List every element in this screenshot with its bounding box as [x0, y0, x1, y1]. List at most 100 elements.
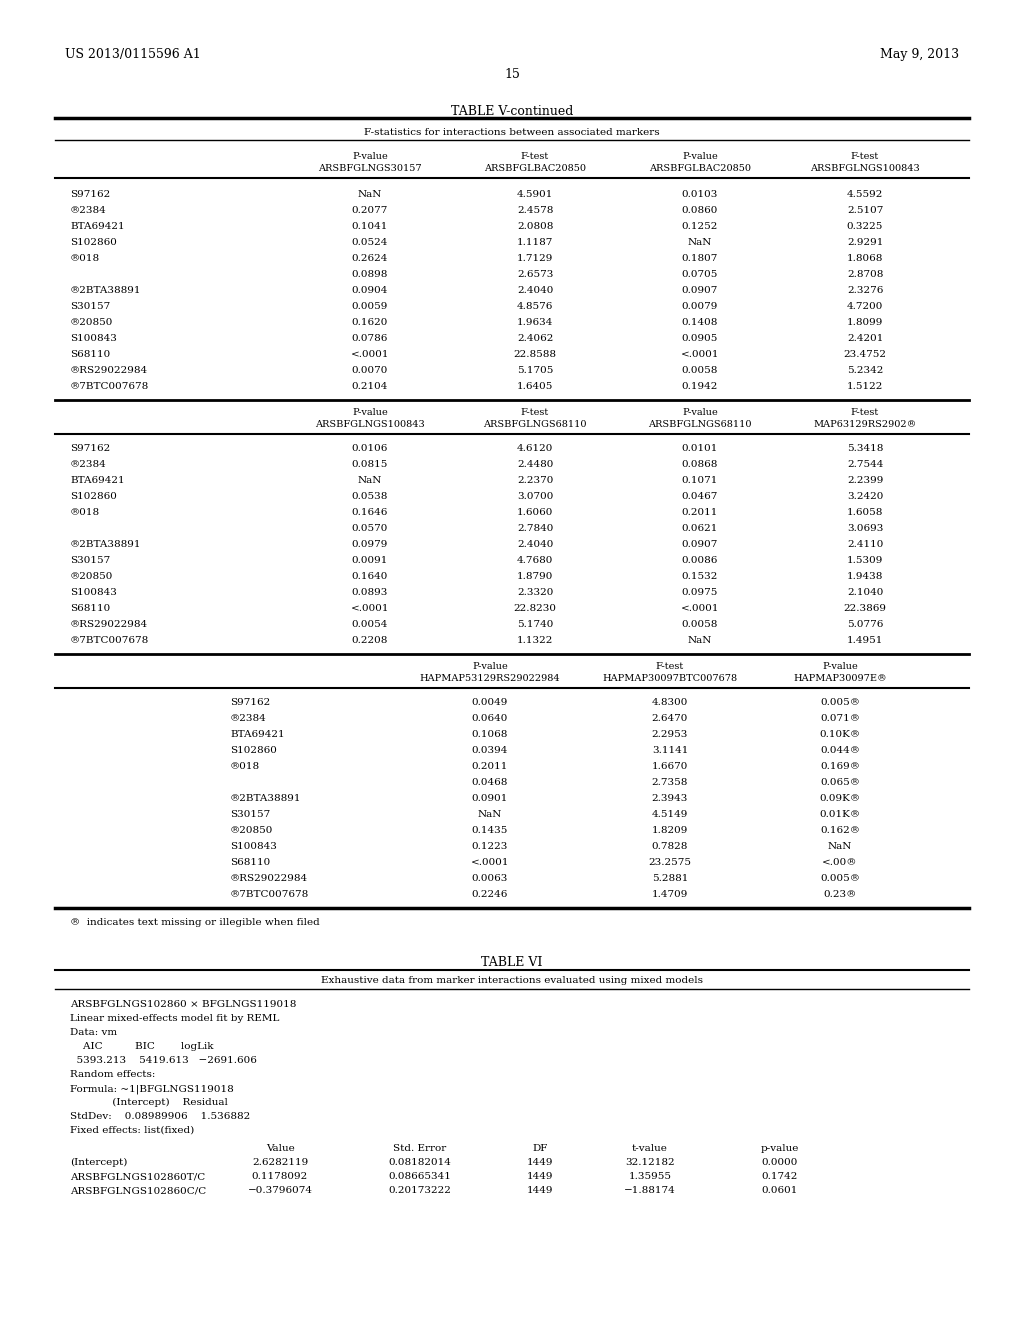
Text: 0.162®: 0.162®	[820, 826, 860, 836]
Text: 0.0524: 0.0524	[352, 238, 388, 247]
Text: 0.0079: 0.0079	[682, 302, 718, 312]
Text: ARSBFGLNGS68110: ARSBFGLNGS68110	[648, 420, 752, 429]
Text: 1.8790: 1.8790	[517, 572, 553, 581]
Text: 0.1178092: 0.1178092	[252, 1172, 308, 1181]
Text: S30157: S30157	[70, 556, 111, 565]
Text: S97162: S97162	[70, 444, 111, 453]
Text: 4.7680: 4.7680	[517, 556, 553, 565]
Text: 2.1040: 2.1040	[847, 587, 883, 597]
Text: 2.5107: 2.5107	[847, 206, 883, 215]
Text: <.0001: <.0001	[351, 350, 389, 359]
Text: 0.0058: 0.0058	[682, 620, 718, 630]
Text: ®20850: ®20850	[70, 572, 114, 581]
Text: 5.3418: 5.3418	[847, 444, 883, 453]
Text: ®018: ®018	[70, 253, 100, 263]
Text: 0.0705: 0.0705	[682, 271, 718, 279]
Text: 5.2342: 5.2342	[847, 366, 883, 375]
Text: 0.0106: 0.0106	[352, 444, 388, 453]
Text: 3.0700: 3.0700	[517, 492, 553, 502]
Text: ARSBFGLNGS102860T/C: ARSBFGLNGS102860T/C	[70, 1172, 205, 1181]
Text: F-statistics for interactions between associated markers: F-statistics for interactions between as…	[365, 128, 659, 137]
Text: 1.6060: 1.6060	[517, 508, 553, 517]
Text: 2.0808: 2.0808	[517, 222, 553, 231]
Text: 0.0868: 0.0868	[682, 459, 718, 469]
Text: 0.2246: 0.2246	[472, 890, 508, 899]
Text: 2.4062: 2.4062	[517, 334, 553, 343]
Text: 2.6470: 2.6470	[652, 714, 688, 723]
Text: 0.1807: 0.1807	[682, 253, 718, 263]
Text: 0.1532: 0.1532	[682, 572, 718, 581]
Text: <.0001: <.0001	[471, 858, 509, 867]
Text: 0.3225: 0.3225	[847, 222, 883, 231]
Text: 2.9291: 2.9291	[847, 238, 883, 247]
Text: ®2384: ®2384	[70, 206, 106, 215]
Text: 1.6058: 1.6058	[847, 508, 883, 517]
Text: 1.35955: 1.35955	[629, 1172, 672, 1181]
Text: Formula: ~1|BFGLNGS119018: Formula: ~1|BFGLNGS119018	[70, 1084, 233, 1093]
Text: 1449: 1449	[526, 1158, 553, 1167]
Text: ®  indicates text missing or illegible when filed: ® indicates text missing or illegible wh…	[70, 917, 319, 927]
Text: 0.01K®: 0.01K®	[819, 810, 860, 818]
Text: 0.071®: 0.071®	[820, 714, 860, 723]
Text: 0.0394: 0.0394	[472, 746, 508, 755]
Text: S102860: S102860	[230, 746, 276, 755]
Text: BTA69421: BTA69421	[70, 222, 125, 231]
Text: 0.0000: 0.0000	[762, 1158, 798, 1167]
Text: 0.20173222: 0.20173222	[388, 1185, 452, 1195]
Text: TABLE VI: TABLE VI	[481, 956, 543, 969]
Text: 4.7200: 4.7200	[847, 302, 883, 312]
Text: TABLE V-continued: TABLE V-continued	[451, 106, 573, 117]
Text: ®018: ®018	[230, 762, 260, 771]
Text: 2.2953: 2.2953	[652, 730, 688, 739]
Text: 0.169®: 0.169®	[820, 762, 860, 771]
Text: F-test: F-test	[851, 152, 880, 161]
Text: 0.08182014: 0.08182014	[388, 1158, 452, 1167]
Text: S100843: S100843	[70, 334, 117, 343]
Text: 3.1141: 3.1141	[652, 746, 688, 755]
Text: ARSBFGLNGS102860 × BFGLNGS119018: ARSBFGLNGS102860 × BFGLNGS119018	[70, 1001, 296, 1008]
Text: 0.09K®: 0.09K®	[819, 795, 860, 803]
Text: 0.1640: 0.1640	[352, 572, 388, 581]
Text: F-test: F-test	[656, 663, 684, 671]
Text: 0.1620: 0.1620	[352, 318, 388, 327]
Text: 0.10K®: 0.10K®	[819, 730, 860, 739]
Text: 0.1071: 0.1071	[682, 477, 718, 484]
Text: 0.2104: 0.2104	[352, 381, 388, 391]
Text: 22.3869: 22.3869	[844, 605, 887, 612]
Text: AIC          BIC        logLik: AIC BIC logLik	[70, 1041, 213, 1051]
Text: StdDev:    0.08989906    1.536882: StdDev: 0.08989906 1.536882	[70, 1111, 250, 1121]
Text: 0.1742: 0.1742	[762, 1172, 798, 1181]
Text: S97162: S97162	[230, 698, 270, 708]
Text: P-value: P-value	[822, 663, 858, 671]
Text: 2.4480: 2.4480	[517, 459, 553, 469]
Text: 2.7358: 2.7358	[652, 777, 688, 787]
Text: NaN: NaN	[688, 238, 712, 247]
Text: 0.08665341: 0.08665341	[388, 1172, 452, 1181]
Text: 5.1740: 5.1740	[517, 620, 553, 630]
Text: Data: vm: Data: vm	[70, 1028, 117, 1038]
Text: 0.0640: 0.0640	[472, 714, 508, 723]
Text: S68110: S68110	[70, 605, 111, 612]
Text: US 2013/0115596 A1: US 2013/0115596 A1	[65, 48, 201, 61]
Text: (Intercept)    Residual: (Intercept) Residual	[70, 1098, 228, 1107]
Text: P-value: P-value	[682, 408, 718, 417]
Text: P-value: P-value	[472, 663, 508, 671]
Text: 0.1942: 0.1942	[682, 381, 718, 391]
Text: P-value: P-value	[682, 152, 718, 161]
Text: 1.1187: 1.1187	[517, 238, 553, 247]
Text: P-value: P-value	[352, 408, 388, 417]
Text: 1.8068: 1.8068	[847, 253, 883, 263]
Text: P-value: P-value	[352, 152, 388, 161]
Text: 0.2011: 0.2011	[472, 762, 508, 771]
Text: HAPMAP30097E®: HAPMAP30097E®	[794, 675, 887, 682]
Text: ®2BTA38891: ®2BTA38891	[230, 795, 301, 803]
Text: F-test: F-test	[851, 408, 880, 417]
Text: Exhaustive data from marker interactions evaluated using mixed models: Exhaustive data from marker interactions…	[321, 975, 703, 985]
Text: 1.7129: 1.7129	[517, 253, 553, 263]
Text: Fixed effects: list(fixed): Fixed effects: list(fixed)	[70, 1126, 195, 1135]
Text: S97162: S97162	[70, 190, 111, 199]
Text: NaN: NaN	[827, 842, 852, 851]
Text: 0.0538: 0.0538	[352, 492, 388, 502]
Text: ®RS29022984: ®RS29022984	[70, 366, 148, 375]
Text: 0.1252: 0.1252	[682, 222, 718, 231]
